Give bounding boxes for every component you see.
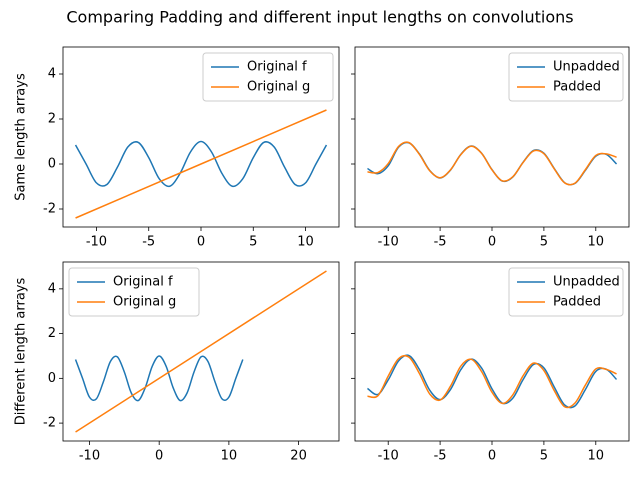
legend-label: Unpadded [553, 60, 620, 75]
figure-title: Comparing Padding and different input le… [66, 8, 573, 27]
legend-box [202, 52, 334, 102]
x-tick-label: 10 [588, 449, 605, 464]
y-tick-label: 4 [48, 281, 56, 296]
legend-label: Padded [553, 80, 601, 95]
axes-frame [62, 261, 340, 442]
y-axis-label: Different length arrays [14, 278, 29, 426]
y-tick-label: -2 [43, 416, 56, 431]
data-line [75, 109, 327, 219]
data-line [74, 355, 244, 402]
y-tick-label: 0 [48, 371, 56, 386]
y-tick-label: -2 [43, 202, 56, 217]
data-line [75, 270, 327, 433]
x-tick-label: -10 [378, 235, 399, 250]
y-tick-label: 0 [48, 157, 56, 172]
x-tick-label: 0 [488, 235, 496, 250]
x-tick-label: 5 [540, 235, 548, 250]
x-tick-label: -5 [434, 235, 447, 250]
x-tick-label: 10 [588, 235, 605, 250]
data-line [367, 354, 618, 409]
data-line [367, 141, 617, 186]
x-tick-label: 0 [488, 449, 496, 464]
legend-label: Original f [247, 60, 307, 75]
x-tick-label: 10 [221, 449, 238, 464]
x-tick-label: 5 [540, 449, 548, 464]
legend-label: Original f [113, 275, 173, 290]
y-axis-label: Same length arrays [14, 73, 29, 201]
x-tick-label: 10 [297, 235, 314, 250]
legend-label: Padded [553, 295, 601, 310]
data-line [74, 140, 328, 188]
y-tick-label: 2 [48, 112, 56, 127]
legend-label: Original g [113, 295, 176, 310]
data-line [367, 354, 617, 409]
x-tick-label: 5 [249, 235, 257, 250]
x-tick-label: 0 [197, 235, 205, 250]
x-tick-label: -10 [378, 449, 399, 464]
x-tick-label: -10 [79, 449, 100, 464]
x-tick-label: -10 [86, 235, 107, 250]
x-tick-label: -5 [434, 449, 447, 464]
y-tick-label: 4 [48, 67, 56, 82]
x-tick-label: 20 [290, 449, 307, 464]
x-tick-label: -5 [142, 235, 155, 250]
x-tick-label: 0 [155, 449, 163, 464]
legend-box [508, 52, 624, 102]
legend-label: Original g [247, 80, 310, 95]
legend-box [508, 267, 624, 317]
y-tick-label: 2 [48, 326, 56, 341]
legend-box [68, 267, 200, 317]
legend-label: Unpadded [553, 275, 620, 290]
